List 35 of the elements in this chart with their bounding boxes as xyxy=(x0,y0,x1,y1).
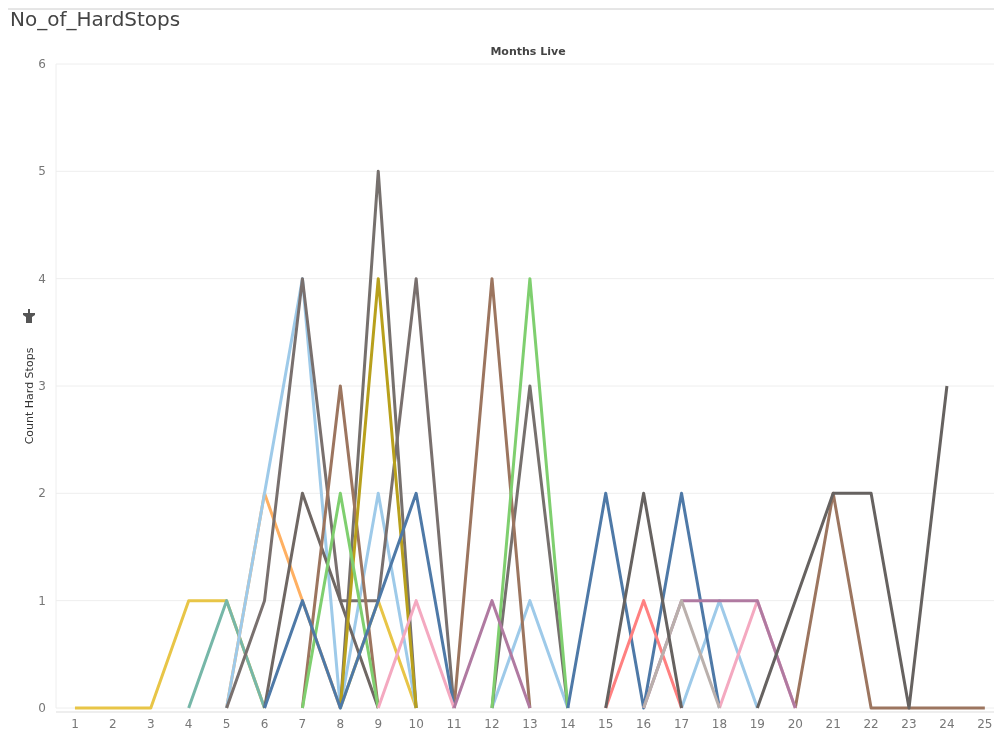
chart-title: No_of_HardStops xyxy=(10,7,181,31)
x-tick-label: 11 xyxy=(446,717,462,731)
x-tick-label: 20 xyxy=(787,717,803,731)
x-tick-label: 25 xyxy=(977,717,993,731)
x-axis-title: Months Live xyxy=(490,45,566,58)
y-tick-label: 4 xyxy=(38,271,46,286)
y-tick-label: 5 xyxy=(38,164,46,179)
x-tick-label: 9 xyxy=(374,717,383,731)
x-tick-label: 4 xyxy=(184,717,193,731)
x-tick-label: 17 xyxy=(673,717,690,731)
y-tick-label: 0 xyxy=(38,701,46,715)
y-tick-label: 3 xyxy=(38,379,46,393)
x-tick-label: 10 xyxy=(408,717,424,731)
y-axis-title: Count Hard Stops xyxy=(23,347,36,445)
x-tick-label: 18 xyxy=(711,717,728,731)
x-tick-label: 5 xyxy=(222,717,231,731)
y-tick-label: 6 xyxy=(38,57,46,71)
x-tick-label: 13 xyxy=(522,717,538,731)
x-tick-label: 3 xyxy=(146,717,155,731)
x-tick-label: 14 xyxy=(560,717,576,731)
x-tick-label: 6 xyxy=(260,717,269,731)
y-tick-label: 1 xyxy=(38,593,46,608)
x-tick-label: 21 xyxy=(825,717,841,731)
x-tick-label: 24 xyxy=(939,717,955,731)
x-tick-label: 22 xyxy=(863,717,879,731)
y-tick-label: 2 xyxy=(38,486,46,501)
x-tick-label: 2 xyxy=(109,717,117,731)
x-tick-label: 8 xyxy=(336,717,345,731)
x-tick-label: 15 xyxy=(598,717,614,731)
x-tick-label: 16 xyxy=(635,717,652,731)
x-tick-label: 19 xyxy=(749,717,766,731)
x-tick-label: 12 xyxy=(484,717,500,731)
x-tick-label: 23 xyxy=(901,717,917,731)
x-tick-label: 1 xyxy=(71,717,79,731)
x-tick-label: 7 xyxy=(298,717,307,731)
